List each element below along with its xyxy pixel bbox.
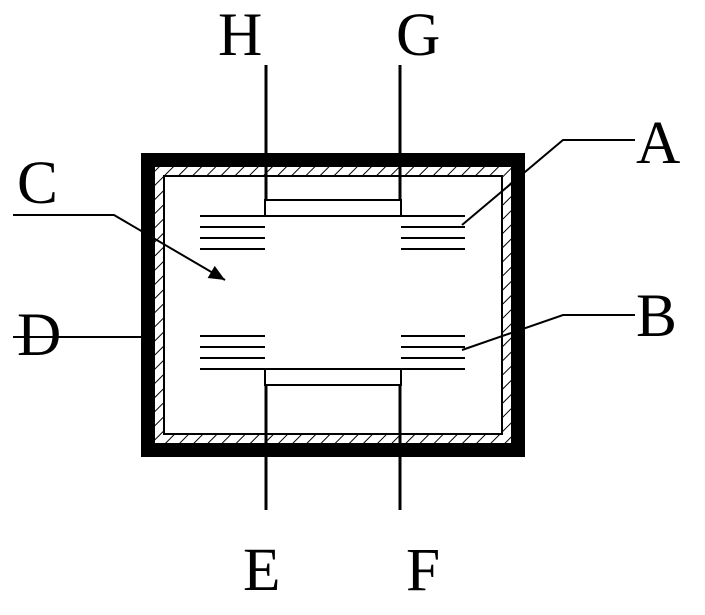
label-g: G: [396, 1, 440, 69]
diagram-svg: H G A B C D E F: [0, 0, 705, 615]
coil-top: [200, 200, 465, 249]
label-h: H: [218, 1, 262, 69]
label-d: D: [17, 301, 61, 369]
label-c: C: [17, 149, 58, 217]
label-a: A: [636, 109, 680, 177]
label-b: B: [636, 282, 677, 350]
arrow-c: [208, 266, 225, 280]
label-e: E: [243, 536, 280, 604]
coil-bottom: [200, 336, 465, 385]
label-f: F: [406, 536, 440, 604]
